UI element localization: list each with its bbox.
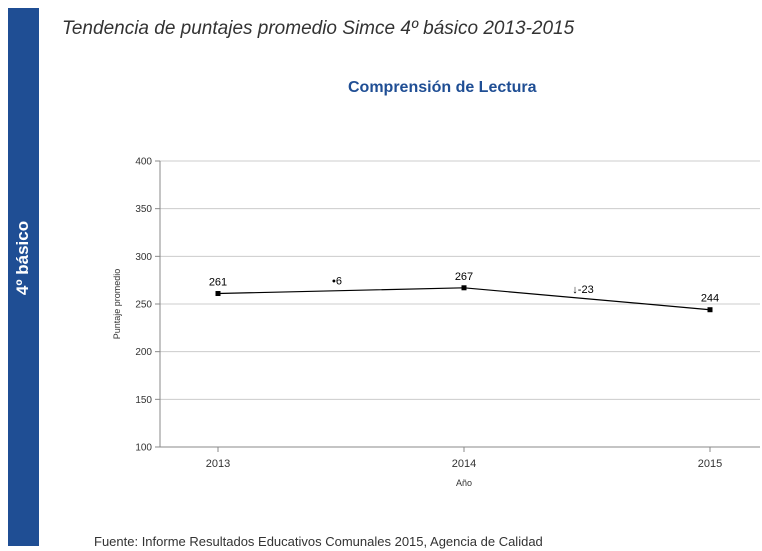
data-label: 244 bbox=[701, 293, 719, 305]
data-label: 267 bbox=[455, 271, 473, 283]
data-point bbox=[215, 291, 221, 297]
y-tick-label: 400 bbox=[135, 157, 152, 168]
data-point bbox=[707, 307, 713, 313]
y-tick-label: 300 bbox=[135, 252, 152, 263]
y-tick-label: 150 bbox=[135, 395, 152, 406]
chart-title: Comprensión de Lectura bbox=[348, 79, 537, 96]
y-tick-label: 350 bbox=[135, 204, 152, 215]
y-tick-label: 100 bbox=[135, 443, 152, 454]
y-tick-label: 250 bbox=[135, 300, 152, 311]
x-tick-label: 2015 bbox=[698, 458, 722, 470]
source-note: Fuente: Informe Resultados Educativos Co… bbox=[94, 534, 543, 549]
y-axis-title: Puntaje promedio bbox=[112, 269, 122, 340]
x-tick-label: 2014 bbox=[452, 458, 476, 470]
x-tick-label: 2013 bbox=[206, 458, 230, 470]
side-band bbox=[8, 8, 39, 546]
page-title: Tendencia de puntajes promedio Simce 4º … bbox=[62, 18, 575, 39]
data-point bbox=[461, 285, 467, 291]
data-label: 261 bbox=[209, 277, 227, 289]
x-axis-title: Año bbox=[456, 478, 472, 488]
change-annotation: ↓-23 bbox=[572, 284, 593, 296]
change-annotation: •6 bbox=[332, 276, 342, 288]
series-line bbox=[217, 287, 711, 311]
y-tick-label: 200 bbox=[135, 347, 152, 358]
